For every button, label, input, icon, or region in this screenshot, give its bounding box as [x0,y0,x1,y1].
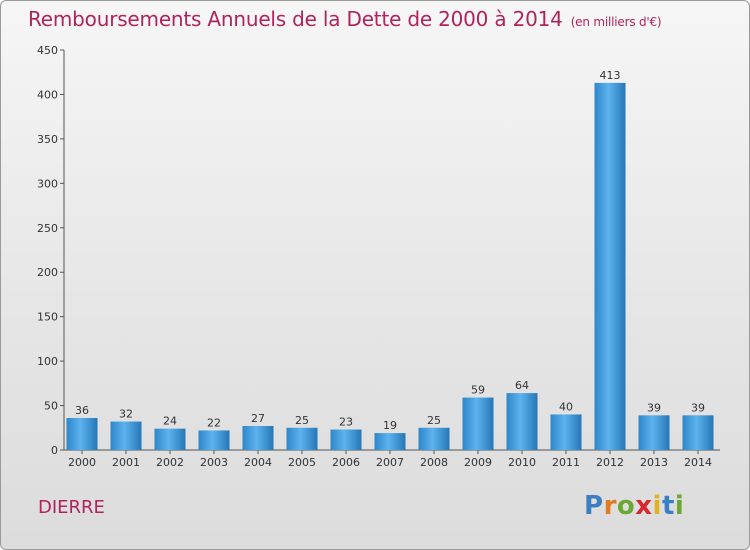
bar-2009 [462,397,494,450]
value-label: 24 [163,415,177,428]
x-tick-label: 2014 [684,456,712,469]
y-tick-label: 200 [37,266,58,279]
y-tick-label: 350 [37,133,58,146]
bar-2014 [682,415,714,450]
proxiti-logo: Proxiti [584,491,684,521]
logo-letter: x [635,491,653,521]
x-tick-label: 2000 [68,456,96,469]
bar-2000 [66,418,98,450]
value-label: 36 [75,404,89,417]
logo-letter: o [616,491,636,521]
bar-2003 [198,430,230,450]
x-tick-label: 2011 [552,456,580,469]
value-label: 22 [207,416,221,429]
y-tick-label: 50 [44,400,58,413]
y-tick-label: 250 [37,222,58,235]
logo-letter: t [661,491,675,521]
value-label: 25 [427,414,441,427]
bar-2011 [550,414,582,450]
value-label: 25 [295,414,309,427]
bar-2005 [286,427,318,450]
bar-2010 [506,393,538,450]
x-tick-label: 2007 [376,456,404,469]
bar-2012 [594,82,626,450]
y-tick-label: 100 [37,355,58,368]
logo-letter: P [584,491,604,521]
value-label: 32 [119,408,133,421]
value-label: 39 [647,401,661,414]
bar-2006 [330,429,362,450]
value-label: 413 [600,69,621,82]
logo-letter: i [674,491,685,521]
title-text: Remboursements Annuels de la Dette de 20… [28,7,563,31]
x-tick-label: 2013 [640,456,668,469]
value-label: 23 [339,416,353,429]
chart-title: Remboursements Annuels de la Dette de 20… [28,7,662,31]
commune-name: DIERRE [38,497,105,518]
x-tick-label: 2012 [596,456,624,469]
x-tick-label: 2005 [288,456,316,469]
value-label: 19 [383,419,397,432]
bar-2001 [110,421,142,450]
y-tick-label: 150 [37,311,58,324]
x-tick-label: 2010 [508,456,536,469]
value-label: 59 [471,384,485,397]
value-label: 40 [559,400,573,413]
unit-note: (en milliers d'€) [570,15,662,29]
y-tick-label: 300 [37,177,58,190]
bar-2008 [418,427,450,450]
logo-letter: r [603,491,617,521]
bar-2007 [374,433,406,450]
bar-2002 [154,428,186,450]
value-label: 27 [251,412,265,425]
x-tick-label: 2008 [420,456,448,469]
x-tick-label: 2003 [200,456,228,469]
logo-letter: i [652,491,662,521]
x-tick-label: 2002 [156,456,184,469]
y-tick-label: 0 [51,444,58,457]
value-label: 39 [691,401,705,414]
y-tick-label: 400 [37,88,58,101]
x-tick-label: 2009 [464,456,492,469]
bar-2013 [638,415,670,450]
x-tick-label: 2004 [244,456,272,469]
value-label: 64 [515,379,529,392]
y-tick-label: 450 [37,44,58,57]
x-tick-label: 2001 [112,456,140,469]
x-tick-label: 2006 [332,456,360,469]
bar-2004 [242,426,274,450]
